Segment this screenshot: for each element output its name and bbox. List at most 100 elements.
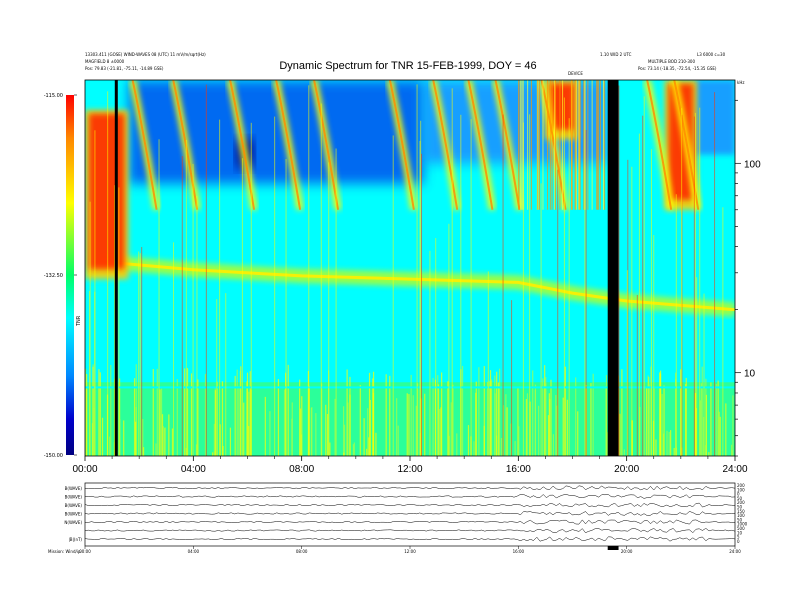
impulsive-spike	[643, 96, 645, 456]
low-freq-streak	[731, 450, 733, 456]
low-freq-streak	[326, 414, 329, 456]
impulsive-spike	[579, 80, 581, 210]
low-freq-streak	[325, 416, 327, 456]
impulsive-spike	[638, 133, 640, 456]
trace-scale-label: 5	[737, 535, 740, 540]
low-freq-streak	[496, 371, 498, 456]
trace-scale-label: 100	[737, 513, 745, 518]
low-freq-streak	[310, 407, 312, 456]
low-freq-streak	[397, 425, 399, 456]
low-freq-streak	[534, 389, 536, 456]
impulsive-spike	[542, 80, 544, 210]
impulsive-spike	[216, 299, 218, 456]
impulsive-spike	[585, 129, 587, 456]
x-tick-label: 12:00	[397, 464, 422, 475]
impulsive-spike	[181, 156, 183, 456]
impulsive-spike	[185, 139, 187, 456]
low-freq-streak	[412, 395, 414, 456]
trace-scale-label: 0	[737, 539, 740, 544]
low-freq-streak	[575, 377, 577, 456]
impulsive-spike	[138, 251, 140, 456]
impulsive-spike	[597, 80, 599, 210]
impulsive-spike	[460, 114, 462, 456]
low-freq-streak	[526, 393, 529, 456]
spectrogram-marks	[85, 80, 735, 456]
low-freq-streak	[359, 385, 361, 456]
type3-burst-core	[388, 80, 415, 210]
low-freq-streak	[406, 393, 408, 456]
event-marker: DEVICE	[568, 71, 583, 76]
low-freq-streak	[475, 392, 477, 456]
panel-x-tick-label: 24:00	[729, 549, 741, 554]
header-info-3: Pos: 79.83 (-21.81, -75.11, -14.89 GSE)	[85, 66, 164, 71]
low-freq-streak	[372, 392, 375, 456]
impulsive-spike	[696, 277, 698, 456]
low-freq-streak	[715, 383, 717, 456]
low-freq-streak	[666, 430, 668, 456]
low-freq-streak	[650, 366, 652, 456]
low-freq-streak	[236, 369, 238, 456]
impulsive-spike	[537, 80, 539, 210]
low-freq-streak	[432, 377, 434, 456]
impulsive-spike	[631, 166, 633, 456]
impulsive-spike	[604, 80, 606, 210]
spectrogram	[85, 80, 735, 456]
impulsive-spike	[578, 80, 580, 210]
low-freq-streak	[372, 378, 374, 456]
impulsive-spike	[703, 293, 705, 456]
low-freq-streak	[437, 384, 440, 456]
low-freq-streak	[109, 436, 111, 456]
low-freq-streak	[518, 426, 520, 456]
y-tick-label: 100	[744, 159, 761, 170]
panel-x-tick-label: 16:00	[513, 549, 525, 554]
impulsive-spike	[89, 291, 91, 456]
low-freq-streak	[159, 389, 161, 456]
low-freq-streak	[566, 399, 568, 456]
low-freq-streak	[705, 394, 707, 456]
type3-burst-core	[275, 80, 302, 210]
x-tick-label: 04:00	[181, 464, 206, 475]
colorbar-label: TNR	[76, 315, 82, 327]
low-freq-streak	[197, 379, 199, 456]
trace-label: N(WAVE)	[64, 520, 82, 525]
impulsive-spike	[416, 84, 418, 456]
low-freq-streak	[699, 400, 701, 456]
trace-scale-label: 500	[737, 526, 745, 531]
low-freq-streak	[732, 395, 734, 456]
type3-burst-core	[131, 80, 158, 210]
low-freq-streak	[264, 396, 266, 456]
impulsive-spike	[285, 159, 287, 456]
colorbar-ticks: -115.00 -132.50 -150.00	[44, 93, 77, 459]
low-freq-streak	[195, 444, 198, 456]
low-freq-streak	[283, 389, 286, 456]
trace-scale-label: 200	[737, 483, 745, 488]
low-freq-streak	[86, 374, 88, 456]
trace-line	[84, 502, 736, 508]
impulsive-spike	[250, 122, 252, 456]
low-freq-streak	[605, 375, 608, 456]
impulsive-spike	[591, 80, 593, 210]
trace-line	[84, 494, 736, 499]
impulsive-spike	[448, 223, 450, 456]
impulsive-spike	[89, 201, 91, 456]
impulsive-spike	[139, 253, 141, 456]
low-freq-streak	[248, 391, 250, 456]
impulsive-spike	[587, 80, 589, 210]
low-freq-streak	[269, 411, 271, 456]
low-freq-streak	[249, 371, 251, 456]
type3-burst-core	[467, 80, 494, 210]
low-freq-streak	[548, 393, 550, 456]
low-freq-streak	[710, 382, 712, 456]
low-freq-streak	[212, 452, 214, 456]
low-freq-streak	[717, 380, 719, 456]
low-freq-streak	[243, 402, 245, 456]
low-freq-streak	[452, 384, 454, 456]
low-freq-streak	[532, 370, 534, 456]
low-freq-streak	[216, 381, 218, 456]
impulsive-spike	[392, 135, 394, 456]
impulsive-spike	[192, 163, 194, 456]
low-freq-streak	[155, 443, 157, 456]
low-freq-streak	[547, 415, 550, 456]
low-freq-streak	[368, 372, 371, 456]
